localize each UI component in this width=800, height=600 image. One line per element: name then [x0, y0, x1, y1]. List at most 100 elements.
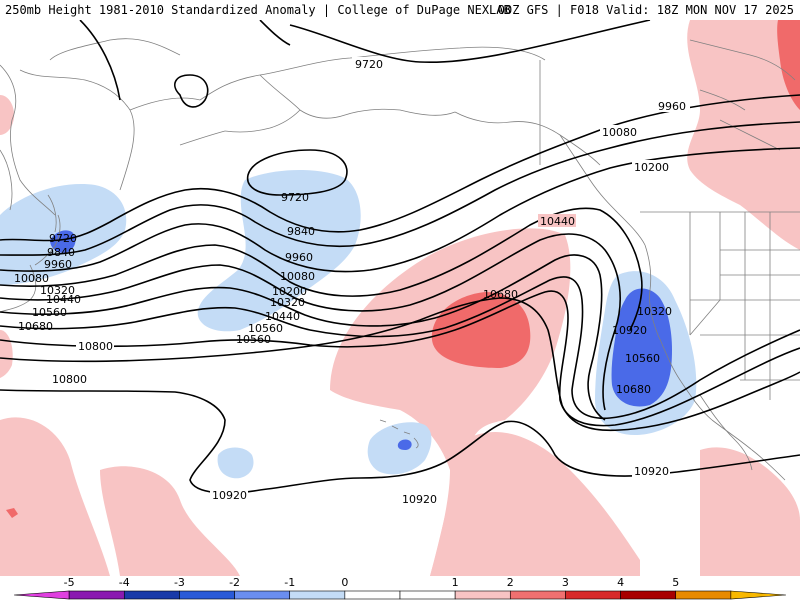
svg-text:10080: 10080: [602, 126, 637, 139]
map-title: 250mb Height 1981-2010 Standardized Anom…: [5, 3, 511, 17]
svg-text:9720: 9720: [281, 191, 309, 204]
contour-line: [0, 207, 643, 331]
contour-label: 10560: [32, 306, 67, 319]
svg-text:10680: 10680: [483, 288, 518, 301]
contour-label: 10080: [280, 270, 315, 283]
height-contours: [0, 20, 800, 494]
svg-text:10560: 10560: [236, 333, 271, 346]
colorbar: -5 -4 -3 -2 -1 0 1 2 3 4 5: [0, 576, 800, 600]
contour-line: [0, 121, 800, 256]
contour-line: [0, 276, 800, 419]
colorbar-swatch: [289, 590, 346, 600]
svg-text:10320: 10320: [270, 296, 305, 309]
strong-negative-anomaly-area: [50, 230, 76, 253]
colorbar-swatch: [123, 590, 180, 600]
svg-text:9960: 9960: [658, 100, 686, 113]
contour-line: [0, 297, 800, 432]
contour-labels: 9720 9720 9720 9840 9840 9960 9960 9960 …: [14, 57, 690, 506]
contour-label: 10680: [483, 288, 518, 301]
contour-label: 10200: [272, 285, 307, 298]
map-panel: 9720 9720 9720 9840 9840 9960 9960 9960 …: [0, 20, 800, 576]
svg-text:9720: 9720: [355, 58, 383, 71]
contour-line: [0, 147, 800, 273]
contour-label: 10800: [76, 339, 114, 353]
negative-anomaly-area: [197, 169, 361, 332]
svg-text:10560: 10560: [625, 352, 660, 365]
strong-positive-anomaly-area: [6, 508, 18, 518]
svg-text:10920: 10920: [212, 489, 247, 502]
map-header: 250mb Height 1981-2010 Standardized Anom…: [0, 0, 800, 20]
svg-text:10920: 10920: [634, 465, 669, 478]
contour-line: [174, 74, 209, 108]
colorbar-swatch: [68, 590, 125, 600]
colorbar-swatches: [13, 590, 787, 600]
contour-label: 10440: [46, 293, 81, 306]
svg-text:10920: 10920: [612, 324, 647, 337]
contour-line: [79, 20, 121, 101]
contour-label: 10680: [616, 383, 651, 396]
coastlines: [0, 38, 800, 481]
colorbar-swatch: [730, 590, 787, 600]
anomaly-shading: [0, 20, 800, 576]
colorbar-tick-label: -1: [284, 576, 295, 589]
contour-label: 10320: [270, 296, 305, 309]
svg-text:9840: 9840: [287, 225, 315, 238]
positive-anomaly-area: [777, 20, 800, 110]
contour-label: 10440: [265, 310, 300, 323]
colorbar-ticks: -5 -4 -3 -2 -1 0 1 2 3 4 5: [64, 576, 680, 589]
colorbar-swatch: [13, 590, 70, 600]
colorbar-swatch: [620, 590, 677, 600]
contour-line: [246, 149, 348, 196]
colorbar-swatch: [399, 590, 456, 600]
svg-text:10800: 10800: [78, 340, 113, 353]
contour-label: 10080: [600, 125, 638, 139]
colorbar-tick-label: -3: [174, 576, 185, 589]
contour-label: 9840: [47, 246, 75, 259]
svg-text:9720: 9720: [49, 232, 77, 245]
svg-text:10320: 10320: [40, 284, 75, 297]
svg-text:10320: 10320: [637, 305, 672, 318]
positive-anomaly-area: [0, 95, 15, 135]
strong-negative-anomaly-area: [397, 439, 412, 450]
contour-label: 10560: [236, 333, 271, 346]
colorbar-swatch: [234, 590, 291, 600]
contour-label: 9720: [352, 57, 386, 71]
svg-text:10560: 10560: [248, 322, 283, 335]
contour-line: [0, 254, 606, 421]
svg-text:10680: 10680: [616, 383, 651, 396]
svg-text:9840: 9840: [47, 246, 75, 259]
contour-label: 10320: [637, 305, 672, 318]
positive-anomaly-area: [0, 417, 110, 576]
colorbar-swatch: [179, 590, 235, 600]
contour-label: 10920: [612, 324, 647, 337]
svg-text:10080: 10080: [14, 272, 49, 285]
svg-text:10200: 10200: [634, 161, 669, 174]
svg-text:10440: 10440: [46, 293, 81, 306]
colorbar-graphic: -5 -4 -3 -2 -1 0 1 2 3 4 5: [13, 576, 787, 600]
colorbar-tick-label: -2: [229, 576, 240, 589]
contour-label: 10920: [632, 464, 670, 478]
contour-line: [0, 389, 800, 494]
colorbar-tick-label: -4: [119, 576, 130, 589]
contour-label: 9960: [285, 251, 313, 264]
contour-label: 10560: [248, 322, 283, 335]
contour-label: 10920: [210, 488, 248, 502]
positive-anomaly-area: [0, 330, 13, 378]
contour-line: [259, 20, 291, 46]
colorbar-swatch: [509, 590, 566, 600]
svg-text:10920: 10920: [402, 493, 437, 506]
svg-text:9960: 9960: [285, 251, 313, 264]
contour-label: 9720: [281, 191, 309, 204]
svg-text:9960: 9960: [44, 258, 72, 271]
contour-label: 9960: [656, 99, 690, 113]
contour-label: 10920: [400, 492, 438, 506]
contour-label: 10440: [538, 214, 576, 228]
positive-anomaly-area: [687, 20, 800, 250]
contour-label: 10800: [50, 372, 88, 386]
svg-text:10440: 10440: [265, 310, 300, 323]
colorbar-tick-label: 4: [617, 576, 624, 589]
contour-label: 10560: [625, 352, 660, 365]
negative-anomaly-area: [217, 447, 254, 479]
contour-line: [0, 233, 621, 411]
svg-text:10080: 10080: [280, 270, 315, 283]
